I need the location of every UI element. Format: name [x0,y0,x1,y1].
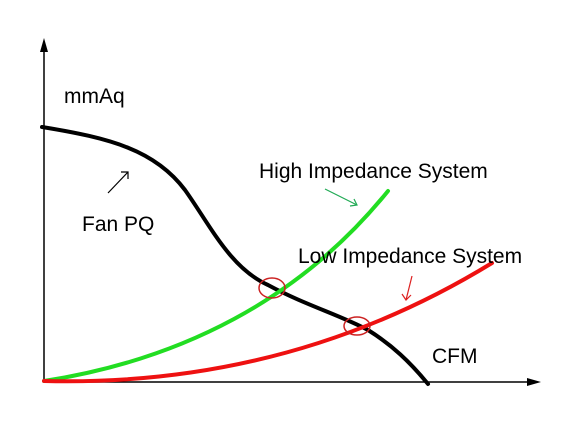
low-impedance-pointer-head [401,293,412,301]
y-axis-arrowhead [40,38,48,52]
operating-point-high-marker [258,277,286,299]
x-axis-arrowhead [527,378,541,386]
fan-pq-curve [40,125,430,386]
y-axis-label: mmAq [64,85,125,108]
high-impedance-label: High Impedance System [259,160,488,183]
low-impedance-pointer-line [405,275,413,301]
fan-pq-pointer-head [121,171,129,179]
low-impedance-curve [42,261,494,384]
low-impedance-label: Low Impedance System [298,245,523,268]
operating-point-low-marker [343,316,371,336]
fan-pq-label: Fan PQ [82,213,155,236]
high-impedance-pointer-head [349,198,358,207]
high-impedance-curve [42,189,390,383]
x-axis-label: CFM [432,345,478,368]
fan-pq-pointer-line [107,171,129,194]
high-impedance-pointer-line [324,188,358,206]
